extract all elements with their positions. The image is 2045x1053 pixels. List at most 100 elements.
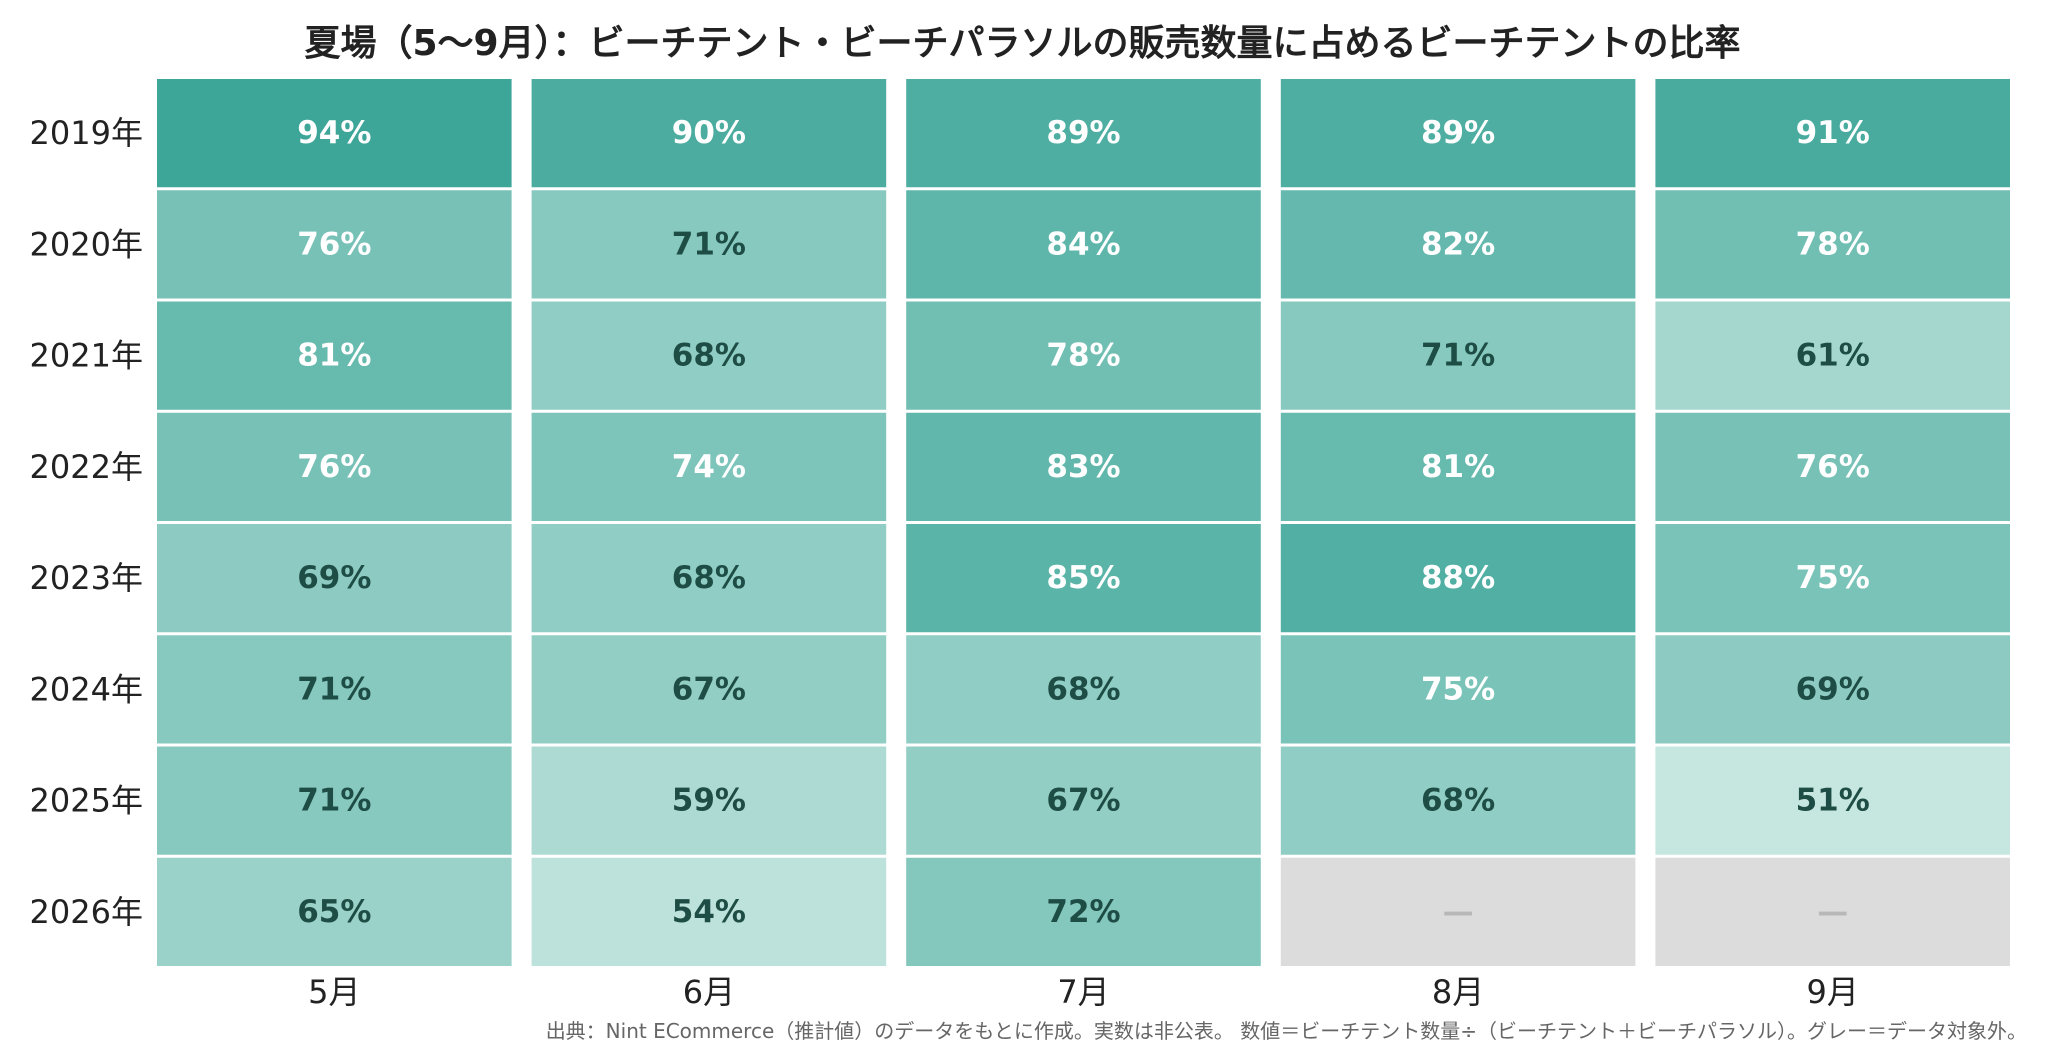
heatmap-cell	[157, 635, 512, 744]
heatmap-cell-missing-label: —	[1817, 894, 1848, 930]
heatmap-cell-label: 68%	[1421, 783, 1495, 819]
row-label: 2026年	[30, 893, 143, 931]
heatmap-cell	[906, 857, 1261, 966]
heatmap-cell	[531, 746, 887, 855]
row-label: 2019年	[30, 114, 143, 152]
heatmap-cell-label: 78%	[1796, 226, 1870, 262]
heatmap-cell	[1655, 524, 2010, 633]
column-label: 7月	[1057, 973, 1109, 1011]
source-note: 出典：Nint ECommerce（推計値）のデータをもとに作成。実数は非公表。…	[545, 1019, 2027, 1043]
heatmap-cell-label: 89%	[1046, 115, 1120, 151]
heatmap-cell	[906, 412, 1261, 521]
heatmap-cell	[906, 79, 1261, 188]
heatmap-cell-label: 61%	[1796, 338, 1870, 374]
heatmap-cell-label: 59%	[672, 783, 746, 819]
heatmap-cell-label: 68%	[672, 560, 746, 596]
heatmap-cell	[1280, 412, 1636, 521]
heatmap-cell-label: 71%	[1421, 338, 1495, 374]
column-label: 9月	[1807, 973, 1859, 1011]
heatmap-cell-label: 91%	[1796, 115, 1870, 151]
heatmap-cell	[906, 301, 1261, 410]
heatmap-cell	[906, 524, 1261, 633]
heatmap-cell	[531, 301, 887, 410]
column-label: 5月	[308, 973, 360, 1011]
heatmap-cells	[157, 79, 2010, 966]
heatmap-cell	[157, 79, 512, 188]
heatmap-cell	[1655, 412, 2010, 521]
heatmap-cell	[906, 746, 1261, 855]
row-label: 2021年	[30, 337, 143, 375]
heatmap-cell-label: 75%	[1421, 671, 1495, 707]
heatmap-cell-label: 54%	[672, 894, 746, 930]
heatmap-cell	[906, 190, 1261, 299]
column-label: 6月	[683, 973, 735, 1011]
heatmap-cell	[157, 301, 512, 410]
heatmap-cell	[157, 746, 512, 855]
heatmap-cell-label: 67%	[672, 671, 746, 707]
heatmap-cell	[531, 857, 887, 966]
heatmap-cell	[1280, 190, 1636, 299]
heatmap-cell	[906, 635, 1261, 744]
row-label: 2022年	[30, 448, 143, 486]
heatmap-cell-label: 76%	[297, 226, 371, 262]
heatmap-cell-label: 76%	[297, 449, 371, 485]
heatmap-cell	[1280, 301, 1636, 410]
heatmap-cell	[1280, 79, 1636, 188]
heatmap-cell-labels: 94% 90% 89% 89% 91% 76% 71% 84% 82% 78% 81% 68% 78% 7…	[297, 115, 1870, 930]
heatmap-cell-label: 90%	[672, 115, 746, 151]
heatmap-cell	[531, 412, 887, 521]
column-label: 8月	[1432, 973, 1484, 1011]
heatmap-cell	[1655, 79, 2010, 188]
heatmap-cell	[1280, 635, 1636, 744]
heatmap-cell-label: 68%	[672, 338, 746, 374]
heatmap-cell-label: 71%	[297, 671, 371, 707]
heatmap-cell	[157, 412, 512, 521]
heatmap-cell-label: 76%	[1796, 449, 1870, 485]
heatmap-cell	[531, 190, 887, 299]
column-labels: 5月 6月 7月 8月 9月	[308, 973, 1859, 1011]
heatmap-cell-label: 65%	[297, 894, 371, 930]
heatmap-cell-missing	[1655, 857, 2010, 966]
heatmap-cell	[531, 635, 887, 744]
heatmap-cell-label: 75%	[1796, 560, 1870, 596]
row-label: 2025年	[30, 782, 143, 820]
heatmap-cell-label: 78%	[1046, 338, 1120, 374]
row-label: 2024年	[30, 670, 143, 708]
heatmap-cell-label: 82%	[1421, 226, 1495, 262]
heatmap-cell	[1280, 524, 1636, 633]
heatmap-cell-label: 81%	[1421, 449, 1495, 485]
heatmap-cell-label: 81%	[297, 338, 371, 374]
heatmap-cell	[531, 79, 887, 188]
row-label: 2023年	[30, 559, 143, 597]
heatmap-cell-label: 74%	[672, 449, 746, 485]
heatmap-cell-label: 71%	[297, 783, 371, 819]
heatmap-cell	[1655, 301, 2010, 410]
heatmap-cell-label: 89%	[1421, 115, 1495, 151]
heatmap-cell-label: 68%	[1046, 671, 1120, 707]
heatmap-cell-label: 69%	[1796, 671, 1870, 707]
heatmap-cell-label: 51%	[1796, 783, 1870, 819]
heatmap-cell	[1655, 746, 2010, 855]
heatmap-cell-missing	[1280, 857, 1636, 966]
heatmap-cell	[1280, 746, 1636, 855]
heatmap-cell-missing-label: —	[1443, 894, 1474, 930]
heatmap-chart: 94% 90% 89% 89% 91% 76% 71% 84% 82% 78% 81% 68% 78% 7…	[30, 79, 2010, 1011]
heatmap-cell-label: 72%	[1046, 894, 1120, 930]
row-labels: 2019年 2020年 2021年 2022年 2023年 2024年 2025年 2026年	[30, 114, 143, 931]
heatmap-cell-label: 69%	[297, 560, 371, 596]
heatmap-cell-label: 85%	[1046, 560, 1120, 596]
heatmap-cell	[531, 524, 887, 633]
heatmap-cell	[157, 857, 512, 966]
heatmap-cell	[1655, 190, 2010, 299]
heatmap-cell-label: 84%	[1046, 226, 1120, 262]
heatmap-cell-label: 88%	[1421, 560, 1495, 596]
heatmap-cell-label: 71%	[672, 226, 746, 262]
heatmap-cell-label: 94%	[297, 115, 371, 151]
row-label: 2020年	[30, 225, 143, 263]
heatmap-cell-label: 83%	[1046, 449, 1120, 485]
heatmap-cell	[157, 524, 512, 633]
heatmap-cell-label: 67%	[1046, 783, 1120, 819]
heatmap-cell	[1655, 635, 2010, 744]
heatmap-cell	[157, 190, 512, 299]
chart-title: 夏場（5～9月）：ビーチテント・ビーチパラソルの販売数量に占めるビーチテントの比…	[304, 23, 1741, 64]
